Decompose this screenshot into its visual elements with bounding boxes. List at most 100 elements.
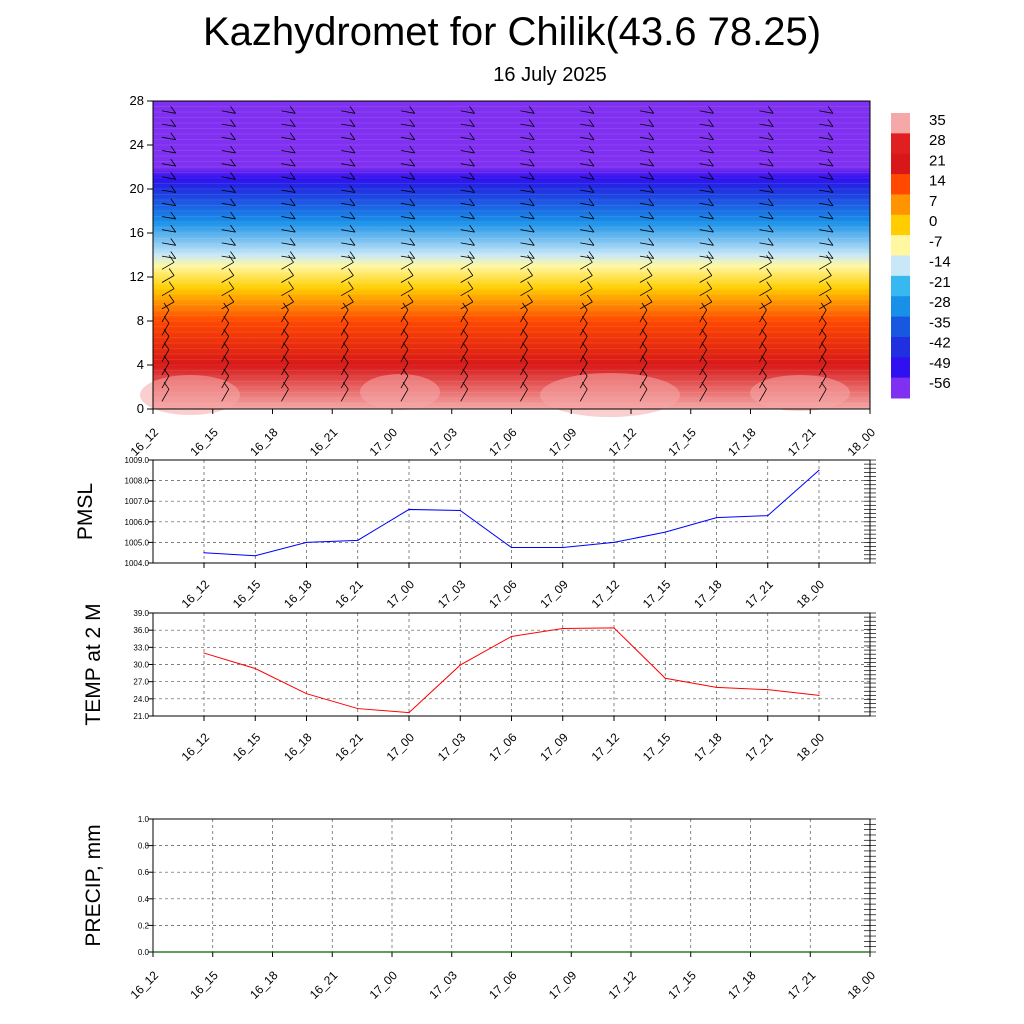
x-tick-label: 17_12 [606, 968, 640, 1002]
x-tick-label: 17_12 [589, 577, 623, 611]
temp-data-point [664, 677, 666, 679]
y-tick-label: 1004.0 [125, 559, 150, 568]
temp-data-point [613, 627, 615, 629]
y-tick-label: 27.0 [133, 678, 149, 687]
y-tick-label: 8 [137, 313, 144, 328]
x-tick-label: 18_00 [794, 577, 828, 611]
x-tick-label: 17_03 [435, 730, 469, 764]
x-tick-label: 16_21 [332, 577, 366, 611]
x-tick-label: 17_06 [486, 730, 520, 764]
colorbar-segment [891, 296, 910, 318]
colorbar-segment [891, 235, 910, 256]
pmsl-data-point [459, 509, 461, 512]
x-tick-label: 17_18 [725, 968, 759, 1002]
x-tick-label: 18_00 [845, 425, 879, 459]
x-tick-label: 17_18 [691, 730, 725, 764]
colorbar-segment [891, 336, 910, 358]
x-tick-label: 18_00 [794, 730, 828, 764]
colorbar-segment [891, 377, 910, 399]
x-tick-label: 17_00 [367, 425, 401, 459]
colorbar-segment [891, 133, 910, 155]
x-tick-label: 16_12 [128, 968, 162, 1002]
y-tick-label: 0.8 [138, 842, 150, 851]
colorbar-label: 21 [929, 152, 946, 169]
y-tick-label: 30.0 [133, 661, 149, 670]
y-tick-label: 0.2 [138, 921, 150, 930]
x-tick-label: 17_00 [384, 730, 418, 764]
precip-panel: 0.0 0.2 0.4 0.6 0.8 1.0 16_12 16_15 16_18 16_21 17… [82, 815, 878, 1002]
y-tick-label: 24 [130, 137, 144, 152]
x-tick-label: 16_12 [179, 730, 213, 764]
colorbar-label: 14 [929, 173, 946, 190]
colorbar-segment [891, 316, 910, 338]
x-tick-label: 17_09 [546, 425, 580, 459]
page-title: Kazhydromet for Chilik(43.6 78.25) [202, 10, 822, 54]
y-tick-label: 21.0 [133, 712, 149, 721]
pmsl-data-point [254, 555, 256, 557]
y-tick-label: 1005.0 [125, 538, 150, 547]
colorbar-label: 28 [929, 132, 946, 149]
y-tick-label: 36.0 [133, 626, 149, 635]
y-tick-label: 1007.0 [125, 497, 150, 506]
colorbar-segment [891, 194, 910, 216]
y-tick-label: 0.0 [138, 948, 150, 957]
pmsl-data-point [203, 552, 205, 554]
temp-data-point [767, 689, 769, 691]
colorbar-segment [891, 113, 910, 134]
pmsl-data-point [767, 515, 769, 517]
pmsl-data-point [818, 469, 820, 471]
colorbar-label: 0 [929, 213, 937, 230]
y-tick-label: 24.0 [133, 695, 149, 704]
colorbar-segment [891, 357, 910, 379]
pmsl-data-point [664, 531, 666, 533]
x-tick-label: 17_03 [426, 968, 460, 1002]
pmsl-data-point [510, 546, 513, 549]
x-tick-label: 18_00 [845, 968, 879, 1002]
x-tick-label: 17_12 [589, 730, 623, 764]
temp-data-point [562, 627, 564, 630]
pmsl-data-point [613, 541, 615, 544]
y-tick-label: 1.0 [138, 815, 150, 824]
x-tick-label: 17_00 [367, 968, 401, 1002]
cross-section-panel: 0 4 8 12 16 20 24 28 16_12 16_15 16_18 16_21 17_00 17… [128, 93, 879, 459]
x-tick-label: 17_21 [785, 968, 819, 1002]
y-tick-label: 4 [137, 357, 144, 372]
pmsl-data-point [408, 508, 410, 511]
pmsl-data-point [357, 539, 359, 541]
pmsl-axis-title: PMSL [74, 483, 97, 540]
pmsl-data-point [715, 517, 718, 519]
x-tick-label: 17_15 [640, 577, 674, 611]
colorbar-segment [891, 153, 910, 175]
x-tick-label: 17_15 [665, 968, 699, 1002]
temp-panel: 21.0 24.0 27.0 30.0 33.0 36.0 39.0 16_12 16_15 16… [82, 603, 876, 764]
x-tick-label: 16_18 [247, 968, 281, 1002]
temp-axis-title: TEMP at 2 M [82, 603, 105, 725]
y-tick-label: 28 [130, 93, 144, 108]
colorbar: 35 28 21 14 7 0 -7 -14 -21 -28 -35 -42 -49 -56 [891, 112, 951, 399]
colorbar-label: -35 [929, 314, 951, 331]
colorbar-label: -14 [929, 254, 951, 271]
x-tick-label: 17_15 [640, 730, 674, 764]
y-tick-label: 0.4 [138, 895, 150, 904]
x-tick-label: 16_18 [281, 730, 315, 764]
pmsl-series-line [203, 469, 820, 557]
x-tick-label: 17_06 [486, 577, 520, 611]
x-tick-label: 17_09 [546, 968, 580, 1002]
x-tick-label: 16_15 [230, 577, 264, 611]
y-tick-label: 33.0 [133, 643, 149, 652]
pmsl-panel: 1004.0 1005.0 1006.0 1007.0 1008.0 1009.0 16_1… [74, 456, 876, 611]
x-tick-label: 17_03 [426, 425, 460, 459]
y-tick-label: 20 [130, 181, 144, 196]
temp-data-point [715, 686, 718, 688]
colorbar-segment [891, 214, 910, 236]
colorbar-segment [891, 174, 910, 195]
colorbar-label: -7 [929, 233, 942, 250]
x-tick-label: 17_21 [742, 730, 776, 764]
temp-data-point [818, 694, 820, 697]
y-tick-label: 1008.0 [125, 477, 150, 486]
colorbar-label: -28 [929, 294, 951, 311]
x-tick-label: 16_15 [230, 730, 264, 764]
x-tick-label: 17_03 [435, 577, 469, 611]
colorbar-label: -21 [929, 274, 951, 291]
